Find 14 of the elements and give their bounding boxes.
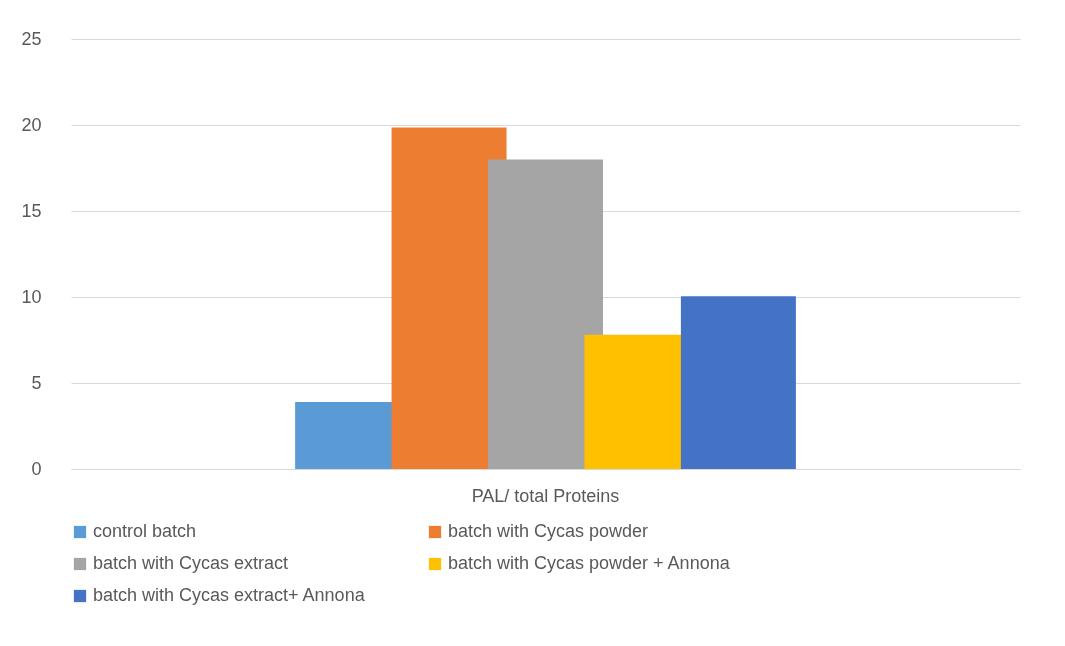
legend-label: batch with Cycas powder + Annona <box>448 553 731 573</box>
legend-label: control batch <box>93 521 197 541</box>
y-tick-label: 10 <box>21 286 42 307</box>
y-tick-label: 25 <box>21 28 42 49</box>
legend-label: batch with Cycas extract+ Annona <box>93 585 366 605</box>
legend-label: batch with Cycas extract <box>93 553 289 573</box>
y-tick-label: 20 <box>21 114 42 135</box>
bar <box>680 296 796 469</box>
y-tick-label: 0 <box>31 458 42 479</box>
y-tick-label: 15 <box>21 200 42 221</box>
legend-label: batch with Cycas powder <box>448 521 649 541</box>
x-tick-label: PAL/ total Proteins <box>471 485 620 506</box>
y-tick-label: 5 <box>31 372 42 393</box>
bar <box>488 159 603 469</box>
